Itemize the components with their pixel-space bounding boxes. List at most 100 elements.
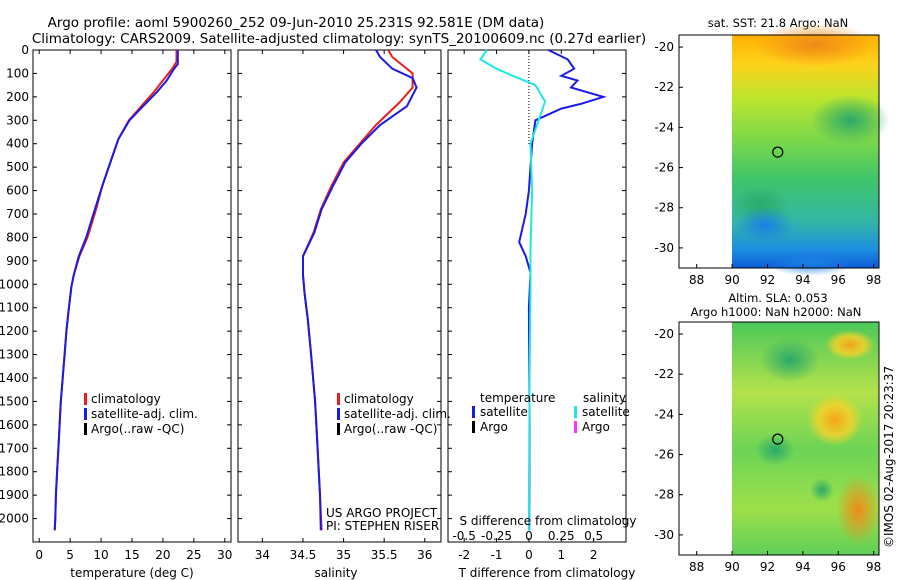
sla-heatmap xyxy=(732,322,880,555)
argo-location-marker xyxy=(772,146,784,158)
title-line-2: Climatology: CARS2009. Satellite-adjuste… xyxy=(32,31,646,47)
legend-swatch-argo xyxy=(84,423,87,435)
sst-cold-patch xyxy=(765,248,855,276)
difference-series xyxy=(478,49,607,531)
footer-stamp: ©IMOS 02-Aug-2017 20:23:37 xyxy=(882,366,896,548)
difference-axes: -2 -1 0 1 2 -0.5 -0.25 0 0.25 0.5 xyxy=(448,49,626,562)
ytick-label: 0 xyxy=(21,43,29,57)
map-xtick-label: 94 xyxy=(795,273,810,287)
legend-header-temperature: temperature xyxy=(480,391,555,405)
legend-label-argo: Argo(..raw -QC) xyxy=(344,422,437,436)
map-xtick-label: 88 xyxy=(689,273,704,287)
series-line-satellite-adj-clim- xyxy=(302,49,418,531)
legend-swatch-satellite xyxy=(337,408,340,420)
legend-label-satellite: satellite-adj. clim. xyxy=(91,407,198,421)
ytick-label: 1900 xyxy=(0,488,29,502)
legend-swatch-s-satellite xyxy=(574,406,577,418)
temperature-axes: 0100200300400500600700800900100011001200… xyxy=(0,43,232,562)
map-xtick-label: 90 xyxy=(724,273,739,287)
sla-map-title-2: Argo h1000: NaN h2000: NaN xyxy=(691,305,862,319)
legend-swatch-climatology xyxy=(84,393,87,405)
xtick-label: 0 xyxy=(35,548,43,562)
legend-label-argo: Argo(..raw -QC) xyxy=(91,422,184,436)
map-xtick-label: 96 xyxy=(831,273,846,287)
legend-swatch-satellite xyxy=(84,408,87,420)
sst-cold-patch xyxy=(735,207,795,243)
legend-label-t-satellite: satellite xyxy=(480,405,528,419)
xtick-label: 2 xyxy=(590,548,598,562)
map-xtick-label: 96 xyxy=(831,560,846,574)
ytick-label: 1700 xyxy=(0,441,29,455)
map-ytick-label: -26 xyxy=(654,448,674,462)
xtick-label: 5 xyxy=(66,548,74,562)
sla-map-frame xyxy=(678,321,880,556)
map-ytick-label: -30 xyxy=(654,528,674,542)
map-ytick-label: -26 xyxy=(654,161,674,175)
map-ytick-label: -28 xyxy=(654,201,674,215)
xtick-label: 35.5 xyxy=(371,548,398,562)
xtick-label: 1 xyxy=(557,548,565,562)
difference-legend: temperature salinity satellite Argo sate… xyxy=(472,391,630,434)
sst-map-frame xyxy=(678,34,880,269)
ytick-label: 600 xyxy=(6,184,29,198)
sla-warm-patch xyxy=(825,330,875,360)
ytick-label: 2000 xyxy=(0,512,29,526)
temperature-legend: climatology satellite-adj. clim. Argo(..… xyxy=(84,392,198,436)
map-ytick-label: -20 xyxy=(654,40,674,54)
series-line-satellite-adj-clim- xyxy=(53,50,179,531)
sla-cool-patch xyxy=(760,338,820,382)
map-xtick-label: 88 xyxy=(689,560,704,574)
legend-label-s-argo: Argo xyxy=(582,420,610,434)
map-ytick-label: -24 xyxy=(654,407,674,421)
ytick-label: 800 xyxy=(6,230,29,244)
xtick-label: 36 xyxy=(417,548,432,562)
series-line-temperature-satellite xyxy=(518,49,607,531)
top-tick-label: -0.25 xyxy=(481,529,512,543)
salinity-panel-frame xyxy=(237,49,442,543)
sst-map-axes: 88 90 92 94 96 98 -20 -22 -24 -26 -28 -30 xyxy=(654,40,881,287)
map-xtick-label: 98 xyxy=(866,560,881,574)
legend-label-s-satellite: satellite xyxy=(582,405,630,419)
temperature-xlabel: temperature (deg C) xyxy=(70,566,193,580)
legend-label-satellite: satellite-adj. clim. xyxy=(344,407,451,421)
xtick-label: 35 xyxy=(336,548,351,562)
sla-map-axes: 88 90 92 94 96 98 -20 -22 -24 -26 -28 -30 xyxy=(654,327,881,574)
legend-label-climatology: climatology xyxy=(91,392,161,406)
xtick-label: 20 xyxy=(155,548,170,562)
xtick-label: 10 xyxy=(93,548,108,562)
map-ytick-label: -28 xyxy=(654,488,674,502)
salinity-legend: climatology satellite-adj. clim. Argo(..… xyxy=(337,392,451,436)
sla-warm-patch xyxy=(807,394,863,446)
ytick-label: 500 xyxy=(6,160,29,174)
map-xtick-label: 98 xyxy=(866,273,881,287)
map-xtick-label: 92 xyxy=(760,560,775,574)
ytick-label: 300 xyxy=(6,113,29,127)
xtick-label: 34.5 xyxy=(290,548,317,562)
legend-swatch-argo xyxy=(337,423,340,435)
legend-swatch-s-argo xyxy=(574,421,577,433)
sla-cool-patch xyxy=(810,478,834,502)
ytick-label: 700 xyxy=(6,207,29,221)
top-tick-label: 0.25 xyxy=(548,529,575,543)
map-ytick-label: -22 xyxy=(654,367,674,381)
legend-label-t-argo: Argo xyxy=(480,420,508,434)
legend-label-climatology: climatology xyxy=(344,392,414,406)
top-tick-label: 0 xyxy=(525,529,533,543)
map-ytick-label: -22 xyxy=(654,80,674,94)
map-ytick-label: -30 xyxy=(654,241,674,255)
sst-heatmap xyxy=(730,23,890,276)
salinity-series xyxy=(302,49,418,531)
map-xtick-label: 94 xyxy=(795,560,810,574)
map-ytick-label: -20 xyxy=(654,327,674,341)
xtick-label: 25 xyxy=(186,548,201,562)
ytick-label: 1300 xyxy=(0,348,29,362)
ytick-label: 1600 xyxy=(0,418,29,432)
project-annotation-line-2: PI: STEPHEN RISER xyxy=(326,519,439,533)
map-xtick-label: 90 xyxy=(724,560,739,574)
sla-map-title: Altim. SLA: 0.053 xyxy=(728,291,827,305)
difference-xlabel: T difference from climatology xyxy=(458,566,636,580)
sla-warm-patch xyxy=(836,475,880,545)
legend-swatch-climatology xyxy=(337,393,340,405)
ytick-label: 100 xyxy=(6,66,29,80)
